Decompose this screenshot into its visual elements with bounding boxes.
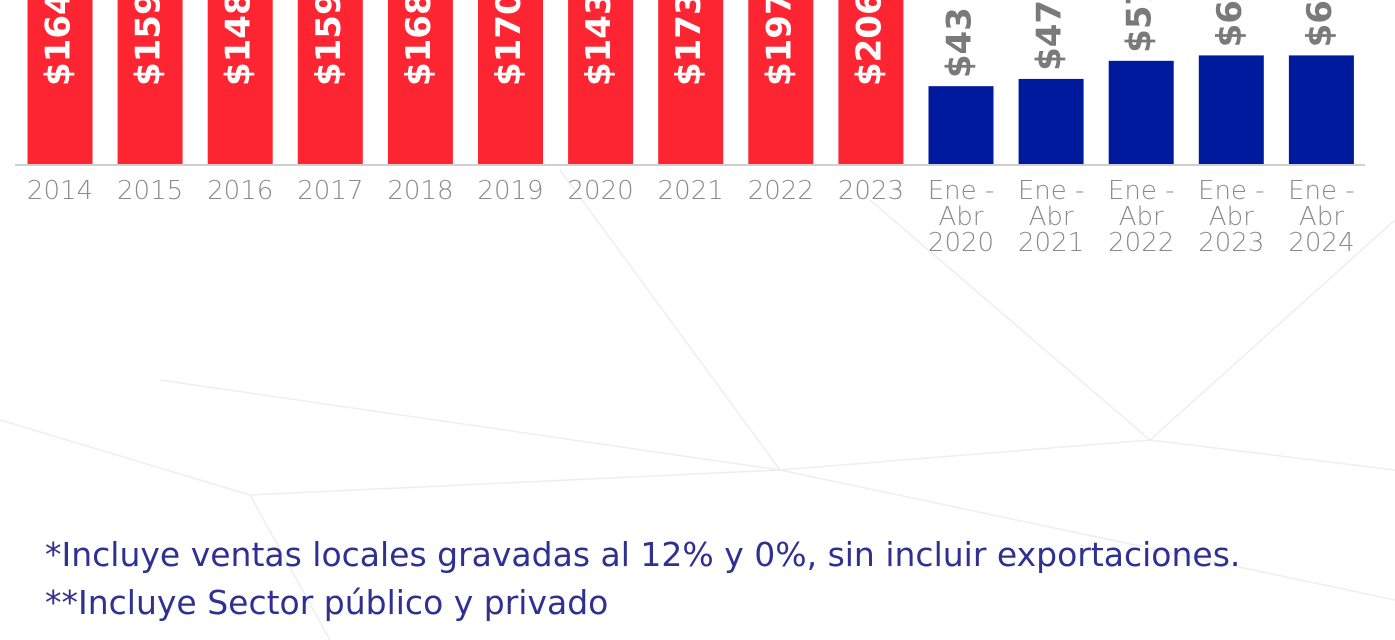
background-pattern xyxy=(0,169,1395,640)
x-tick-label: Ene - xyxy=(1198,176,1265,206)
footnote: *Incluye ventas locales gravadas al 12% … xyxy=(45,535,1240,574)
bar xyxy=(1288,55,1354,164)
value-label: $159 xyxy=(129,0,169,86)
x-tick-label: 2023 xyxy=(1198,228,1264,258)
x-tick-label: 2024 xyxy=(1288,228,1354,258)
value-label: $164 xyxy=(39,0,79,86)
value-label: $60 xyxy=(1210,0,1250,47)
x-tick-label: 2023 xyxy=(838,176,904,206)
x-tick-label: Abr xyxy=(1119,202,1164,232)
value-label: $168 xyxy=(399,0,439,86)
x-tick-label: 2018 xyxy=(387,176,453,206)
x-tick-label: Abr xyxy=(939,202,984,232)
bar xyxy=(748,0,814,164)
value-label: $143 xyxy=(579,0,619,86)
x-tick-label: 2021 xyxy=(658,176,724,206)
bar xyxy=(838,0,904,164)
bar xyxy=(207,0,273,165)
x-tick-label: 2022 xyxy=(748,176,814,206)
bar xyxy=(27,0,93,164)
bar xyxy=(478,0,543,165)
bar xyxy=(568,0,634,164)
value-label: $173 xyxy=(669,0,709,86)
bar xyxy=(1018,78,1084,164)
x-tick-label: 2020 xyxy=(568,176,634,206)
x-tick-label: Ene - xyxy=(928,176,995,206)
x-tick-label: 2021 xyxy=(1018,228,1084,258)
bar xyxy=(297,0,363,165)
footnote: **Incluye Sector público y privado xyxy=(45,583,608,622)
value-label: $159 xyxy=(309,0,349,86)
value-label: $197 xyxy=(759,0,799,86)
bar xyxy=(658,0,724,164)
bar xyxy=(1198,55,1264,164)
x-tick-label: 2022 xyxy=(1108,228,1174,258)
bar xyxy=(1108,60,1174,164)
x-tick-label: Abr xyxy=(1029,202,1074,232)
bar xyxy=(928,86,994,164)
value-label: $47 xyxy=(1030,0,1070,71)
x-tick-label: Abr xyxy=(1299,202,1344,232)
value-label: $170 xyxy=(489,0,529,86)
x-tick-label: 2015 xyxy=(117,176,183,206)
value-label: $206 xyxy=(849,0,889,86)
value-label: $60 xyxy=(1300,0,1340,47)
value-label: $148 xyxy=(219,0,259,86)
x-tick-label: 2014 xyxy=(27,176,93,206)
x-tick-label: 2020 xyxy=(928,228,994,258)
x-tick-label: Ene - xyxy=(1108,176,1175,206)
x-tick-label: 2017 xyxy=(297,176,363,206)
value-label: $57 xyxy=(1120,0,1160,53)
bar xyxy=(387,0,453,164)
x-tick-label: Ene - xyxy=(1018,176,1085,206)
x-tick-label: Ene - xyxy=(1288,176,1355,206)
x-tick-label: Abr xyxy=(1209,202,1254,232)
x-tick-label: 2016 xyxy=(207,176,273,206)
x-tick-label: 2019 xyxy=(477,176,543,206)
value-label: $43 xyxy=(940,7,980,78)
bar xyxy=(117,0,183,165)
